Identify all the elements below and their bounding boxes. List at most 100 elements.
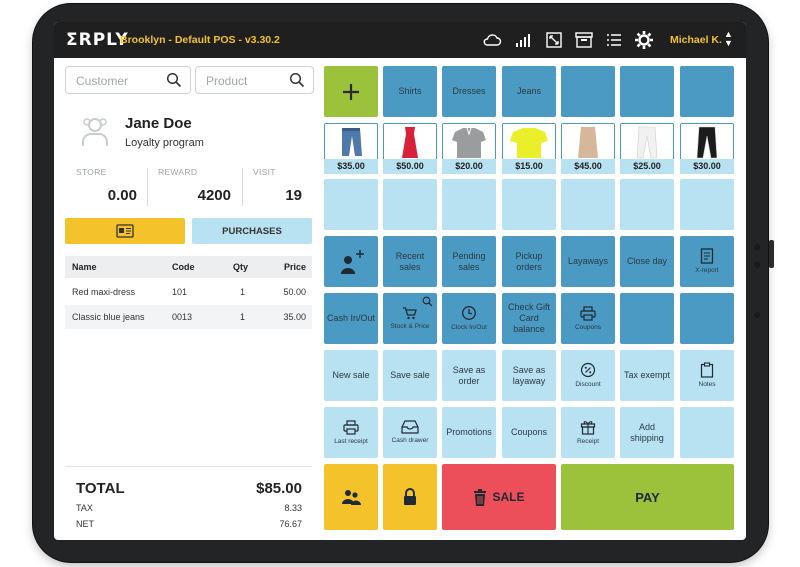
- save-as-layaway-button[interactable]: Save as layaway: [502, 350, 556, 401]
- button-label: Add shipping: [630, 421, 664, 443]
- drawer-icon: [401, 420, 419, 434]
- printer-icon: [580, 305, 596, 321]
- empty-tile[interactable]: [442, 179, 496, 230]
- tax-exempt-button[interactable]: Tax exempt: [620, 350, 674, 401]
- store-title: Brooklyn - Default POS - v3.30.2: [120, 34, 280, 46]
- purchases-button[interactable]: PURCHASES: [192, 218, 312, 244]
- customers-button[interactable]: [324, 464, 378, 530]
- coupons-print-button[interactable]: Coupons: [561, 293, 615, 344]
- empty-tile[interactable]: [561, 179, 615, 230]
- lock-button[interactable]: [383, 464, 437, 530]
- col-name: Name: [72, 262, 97, 272]
- pickup-orders-button[interactable]: Pickup orders: [502, 236, 556, 287]
- product-price: $45.00: [561, 159, 615, 174]
- button-label: Check Gift Card balance: [507, 302, 550, 334]
- add-user-icon: [341, 249, 364, 274]
- table-row[interactable]: Classic blue jeans 0013 1 35.00: [65, 305, 312, 329]
- customer-search-input[interactable]: [74, 71, 158, 91]
- cash-in-out-button[interactable]: Cash In/Out: [324, 293, 378, 344]
- customer-search[interactable]: [65, 66, 191, 94]
- category-dresses[interactable]: Dresses: [442, 66, 496, 117]
- new-sale-button[interactable]: New sale: [324, 350, 378, 401]
- sale-button[interactable]: SALE: [442, 464, 556, 530]
- save-as-order-button[interactable]: Save as order: [442, 350, 496, 401]
- empty-tile[interactable]: [680, 179, 734, 230]
- row-price: 50.00: [283, 287, 306, 297]
- product-price: $30.00: [680, 159, 734, 174]
- stat-visit-label: VISIT: [253, 167, 276, 177]
- top-bar: ΣRPLY Brooklyn - Default POS - v3.30.2 M…: [54, 22, 746, 58]
- product-price: $50.00: [383, 159, 437, 174]
- pay-button[interactable]: PAY: [561, 464, 734, 530]
- coupons-button[interactable]: Coupons: [502, 407, 556, 458]
- stock-price-button[interactable]: Stock & Price: [383, 293, 437, 344]
- notes-button[interactable]: Notes: [680, 350, 734, 401]
- customer-card-button[interactable]: [65, 218, 185, 244]
- gift-receipt-button[interactable]: Receipt: [561, 407, 615, 458]
- gear-icon[interactable]: [634, 30, 654, 50]
- total-value: $85.00: [256, 480, 302, 497]
- empty-tile[interactable]: [620, 179, 674, 230]
- stat-store-value: 0.00: [107, 187, 137, 204]
- check-gift-card-button[interactable]: Check Gift Card balance: [502, 293, 556, 344]
- pending-sales-button[interactable]: Pending sales: [442, 236, 496, 287]
- tax-label: TAX: [76, 503, 93, 513]
- category-shirts[interactable]: Shirts: [383, 66, 437, 117]
- product-tile[interactable]: $50.00: [383, 123, 437, 174]
- list-icon[interactable]: [604, 30, 624, 50]
- cash-drawer-button[interactable]: Cash drawer: [383, 407, 437, 458]
- product-tile[interactable]: $15.00: [502, 123, 556, 174]
- button-label: Clock In/Out: [451, 324, 487, 331]
- col-price: Price: [283, 262, 306, 272]
- category-jeans[interactable]: Jeans: [502, 66, 556, 117]
- product-search[interactable]: [195, 66, 314, 94]
- search-icon[interactable]: [166, 72, 182, 88]
- empty-tile[interactable]: [502, 179, 556, 230]
- layaways-button[interactable]: Layaways: [561, 236, 615, 287]
- empty-tile[interactable]: [680, 66, 734, 117]
- row-code: 0013: [172, 312, 193, 322]
- archive-icon[interactable]: [574, 30, 594, 50]
- signal-icon[interactable]: [514, 30, 534, 50]
- divider: [147, 168, 148, 206]
- product-search-input[interactable]: [204, 71, 288, 91]
- product-tile[interactable]: $35.00: [324, 123, 378, 174]
- product-tile[interactable]: $45.00: [561, 123, 615, 174]
- discount-button[interactable]: Discount: [561, 350, 615, 401]
- product-tile[interactable]: $30.00: [680, 123, 734, 174]
- empty-tile[interactable]: [680, 407, 734, 458]
- product-tile[interactable]: $20.00: [442, 123, 496, 174]
- empty-tile[interactable]: [324, 179, 378, 230]
- empty-tile[interactable]: [383, 179, 437, 230]
- category-label: Dresses: [452, 86, 486, 96]
- empty-tile[interactable]: [561, 66, 615, 117]
- product-image: [562, 124, 614, 160]
- printer-icon: [343, 419, 359, 435]
- add-customer-button[interactable]: [324, 236, 378, 287]
- user-name[interactable]: Michael K.: [670, 34, 722, 46]
- button-label: X-report: [695, 267, 719, 274]
- save-sale-button[interactable]: Save sale: [383, 350, 437, 401]
- table-row[interactable]: Red maxi-dress 101 1 50.00: [65, 280, 312, 304]
- add-button[interactable]: [324, 66, 378, 117]
- button-label: Coupons: [574, 323, 602, 331]
- empty-tile[interactable]: [620, 293, 674, 344]
- button-label: Receipt: [576, 438, 600, 445]
- cloud-icon[interactable]: [482, 30, 502, 50]
- search-icon[interactable]: [289, 72, 305, 88]
- product-tile[interactable]: $25.00: [620, 123, 674, 174]
- category-label: Jeans: [516, 86, 542, 96]
- col-code: Code: [172, 262, 195, 272]
- add-shipping-button[interactable]: Add shipping: [620, 407, 674, 458]
- resize-icon[interactable]: [544, 30, 564, 50]
- x-report-button[interactable]: X-report: [680, 236, 734, 287]
- clock-in-out-button[interactable]: Clock In/Out: [442, 293, 496, 344]
- user-menu-chevron-icon[interactable]: ▲ ▼: [724, 29, 733, 48]
- empty-tile[interactable]: [680, 293, 734, 344]
- product-image: [384, 124, 436, 160]
- recent-sales-button[interactable]: Recent sales: [383, 236, 437, 287]
- last-receipt-button[interactable]: Last receipt: [324, 407, 378, 458]
- close-day-button[interactable]: Close day: [620, 236, 674, 287]
- empty-tile[interactable]: [620, 66, 674, 117]
- promotions-button[interactable]: Promotions: [442, 407, 496, 458]
